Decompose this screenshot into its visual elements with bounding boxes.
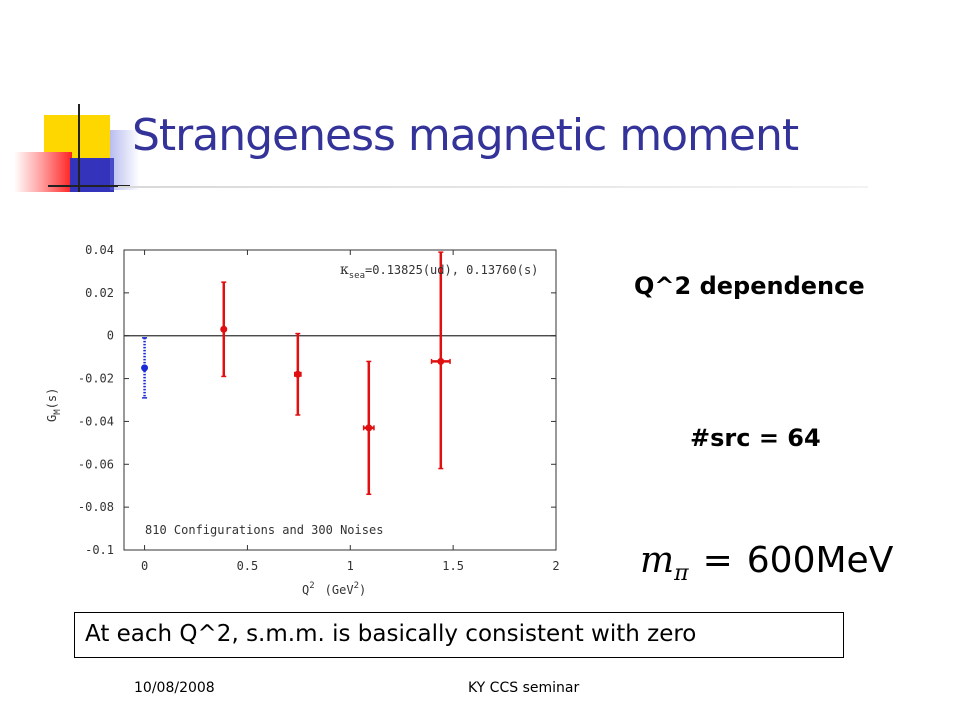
y-tick-label: 0: [107, 329, 114, 343]
y-tick-label: -0.04: [78, 414, 114, 428]
slide-title: Strangeness magnetic moment: [132, 110, 799, 161]
formula-symbol: m: [640, 540, 675, 581]
y-tick-label: -0.02: [78, 372, 114, 386]
annotation-kappa: κsea=0.13825(ud), 0.13760(s): [340, 262, 538, 281]
marks-layer: [141, 251, 451, 496]
x-tick-label: 2: [552, 559, 559, 573]
x-axis-label: Q2 (GeV2): [302, 581, 366, 597]
x-tick-label: 0: [141, 559, 148, 573]
data-point: [141, 364, 149, 372]
data-point: [365, 424, 373, 432]
data-point: [294, 370, 302, 378]
src-count-label: #src = 64: [690, 424, 821, 452]
formula-equals: =: [702, 540, 733, 581]
footer-date: 10/08/2008: [134, 680, 215, 696]
annotation-configurations: 810 Configurations and 300 Noises: [145, 523, 383, 537]
conclusion-box: At each Q^2, s.m.m. is basically consist…: [74, 612, 844, 658]
y-tick-label: -0.06: [78, 457, 114, 471]
formula-subscript: π: [674, 561, 689, 586]
gm-strangeness-chart: 0.04 0.02 0 -0.02 -0.04 -0.06 -0.08 -0.1 0 0.5 1 1.…: [45, 243, 560, 597]
data-point: [220, 325, 228, 333]
y-tick-label: 0.04: [85, 243, 114, 257]
x-tick-label: 0.5: [237, 559, 259, 573]
decor-horizontal-line: [48, 185, 130, 187]
title-underline: [118, 186, 868, 188]
y-tick-label: 0.02: [85, 286, 114, 300]
axes-layer: 0.04 0.02 0 -0.02 -0.04 -0.06 -0.08 -0.1 0 0.5 1 1.…: [78, 243, 560, 573]
y-axis-label: GM(s): [45, 388, 63, 422]
decor-vertical-line: [78, 104, 80, 192]
x-tick-label: 1: [347, 559, 354, 573]
q2-dependence-label: Q^2 dependence: [634, 272, 865, 300]
x-tick-label: 1.5: [442, 559, 464, 573]
y-tick-label: -0.1: [85, 543, 114, 557]
footer-center: KY CCS seminar: [468, 680, 580, 696]
y-tick-label: -0.08: [78, 500, 114, 514]
formula-value: 600MeV: [746, 540, 894, 581]
pion-mass-formula: mπ = 600MeV: [640, 540, 894, 586]
decor-blue-glow: [110, 130, 140, 190]
data-point: [437, 357, 445, 365]
plot-frame: [123, 249, 557, 551]
